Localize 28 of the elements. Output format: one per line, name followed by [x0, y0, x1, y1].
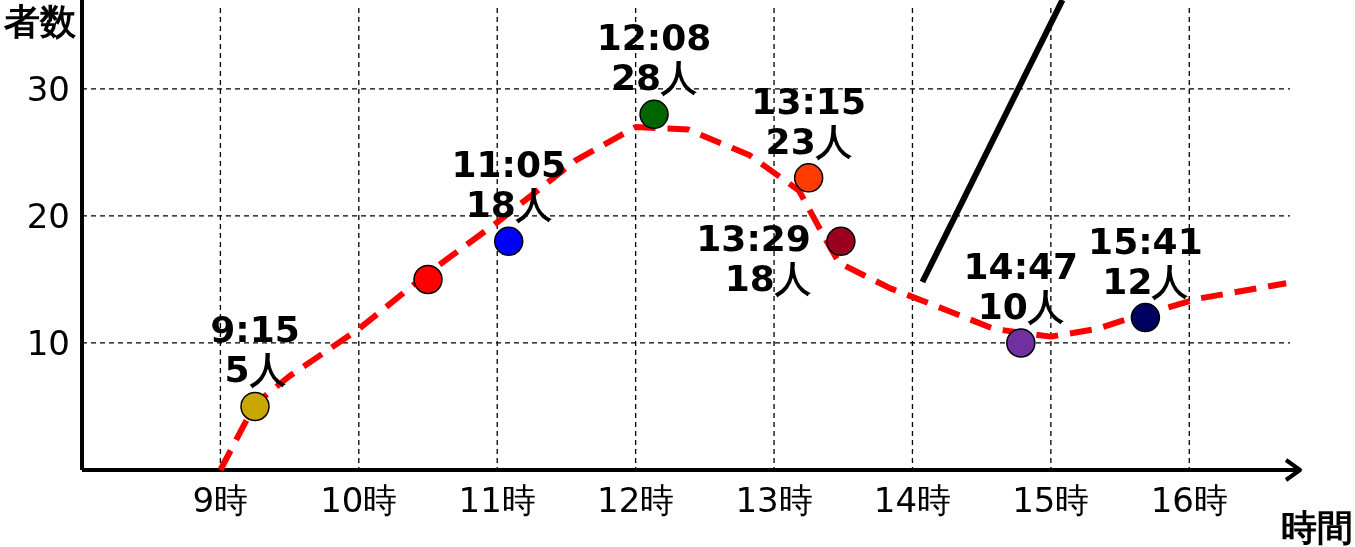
point	[826, 226, 856, 257]
y-tick-label: 10	[26, 322, 70, 363]
x-tick-label: 10時	[320, 480, 398, 520]
x-tick-label: 16時	[1150, 480, 1228, 520]
point	[639, 99, 669, 130]
point	[1006, 328, 1036, 358]
point	[493, 226, 524, 257]
y-axis-title: 者数	[3, 1, 77, 42]
annotation: 9:15 5人	[210, 309, 300, 391]
x-tick-label: 12時	[597, 480, 675, 520]
annotation: 13:15 23人	[751, 80, 866, 162]
point	[793, 163, 824, 193]
x-tick-label: 14時	[873, 480, 952, 520]
x-tick-label: 15時	[1012, 480, 1090, 520]
annotation: 14:47 10人	[963, 245, 1079, 327]
x-tick-label: 13時	[735, 480, 813, 520]
point	[240, 391, 270, 422]
annotation: 13:29 18人	[696, 218, 811, 300]
x-axis-title: 時間	[1281, 507, 1353, 547]
annotation: 11:05 18人	[451, 144, 566, 226]
annotation: 12:08 28人	[596, 17, 712, 99]
annotation: 15:41 12人	[1088, 220, 1203, 302]
point	[413, 264, 443, 295]
x-tick-label: 11時	[458, 480, 536, 520]
x-tick-label: 9時	[192, 480, 249, 520]
y-tick-label: 20	[26, 195, 70, 236]
y-tick-label: 30	[26, 68, 70, 109]
point	[1130, 302, 1161, 333]
